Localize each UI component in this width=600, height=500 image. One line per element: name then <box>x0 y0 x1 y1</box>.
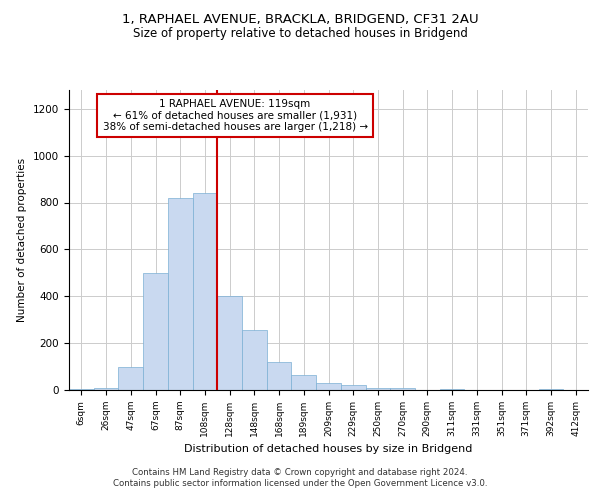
Text: 1 RAPHAEL AVENUE: 119sqm
← 61% of detached houses are smaller (1,931)
38% of sem: 1 RAPHAEL AVENUE: 119sqm ← 61% of detach… <box>103 99 368 132</box>
Bar <box>143 273 168 390</box>
Bar <box>94 388 118 390</box>
Bar <box>292 375 316 390</box>
Bar <box>316 383 341 390</box>
Y-axis label: Number of detached properties: Number of detached properties <box>17 158 28 322</box>
Bar <box>69 389 94 390</box>
Bar <box>365 388 390 390</box>
Text: Size of property relative to detached houses in Bridgend: Size of property relative to detached ho… <box>133 28 467 40</box>
Bar <box>193 193 217 390</box>
Bar <box>217 296 242 390</box>
Bar <box>341 386 365 390</box>
Text: 1, RAPHAEL AVENUE, BRACKLA, BRIDGEND, CF31 2AU: 1, RAPHAEL AVENUE, BRACKLA, BRIDGEND, CF… <box>122 12 478 26</box>
Bar <box>440 389 464 390</box>
Bar <box>539 389 563 390</box>
X-axis label: Distribution of detached houses by size in Bridgend: Distribution of detached houses by size … <box>184 444 473 454</box>
Bar <box>267 362 292 390</box>
Bar <box>118 366 143 390</box>
Text: Contains HM Land Registry data © Crown copyright and database right 2024.
Contai: Contains HM Land Registry data © Crown c… <box>113 468 487 487</box>
Bar <box>168 198 193 390</box>
Bar <box>242 330 267 390</box>
Bar <box>390 388 415 390</box>
